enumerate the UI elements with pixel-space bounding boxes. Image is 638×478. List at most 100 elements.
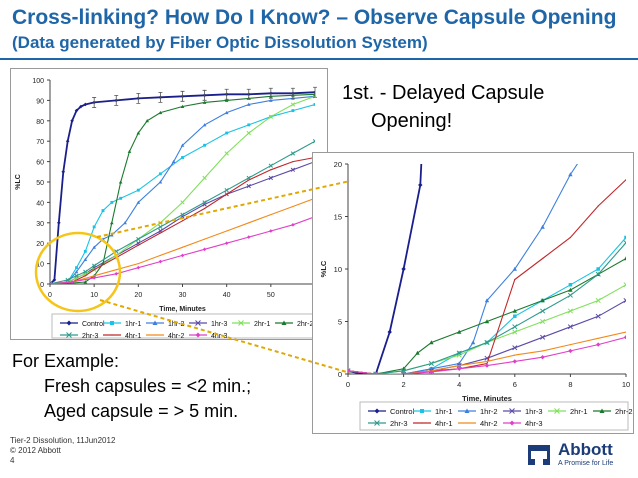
x-tick-label: 2 bbox=[402, 380, 406, 389]
legend: Control 1hr-1 1hr-2 1hr-3 2hr-1 2hr-2 2hr-3 4hr… bbox=[51, 313, 315, 340]
data-point bbox=[457, 366, 462, 371]
data-point bbox=[540, 224, 545, 229]
data-point bbox=[159, 254, 162, 257]
data-point bbox=[313, 90, 315, 95]
chart-frame bbox=[10, 68, 328, 340]
legend-label: Control bbox=[390, 407, 415, 416]
data-point bbox=[567, 324, 573, 330]
data-point bbox=[145, 119, 149, 123]
legend-item: 2hr-1 bbox=[548, 407, 588, 416]
logo-name: Abbott bbox=[558, 440, 613, 459]
legend-item: 2hr-3 bbox=[368, 419, 408, 428]
example-block: For Example: Fresh capsules = <2 min.; A… bbox=[12, 349, 251, 424]
legend-item: 2hr-2 bbox=[593, 407, 633, 416]
data-point bbox=[127, 149, 132, 153]
y-tick-label: 90 bbox=[36, 98, 44, 105]
error-bar bbox=[114, 95, 119, 106]
data-point bbox=[70, 119, 74, 123]
legend-marker bbox=[554, 408, 560, 414]
y-tick-label: 50 bbox=[36, 180, 44, 187]
control-error-bars bbox=[92, 86, 317, 108]
data-point bbox=[136, 188, 140, 192]
data-point bbox=[569, 236, 571, 239]
data-point bbox=[401, 266, 406, 272]
legend-marker bbox=[374, 420, 380, 426]
data-point bbox=[75, 266, 78, 270]
legend-label: 2hr-2 bbox=[297, 321, 313, 328]
data-point bbox=[202, 175, 207, 181]
legend-label: 1hr-3 bbox=[211, 321, 227, 328]
data-point bbox=[567, 292, 573, 298]
legend-item: Control bbox=[368, 407, 415, 416]
data-point bbox=[514, 354, 516, 356]
data-point bbox=[457, 329, 462, 334]
data-point bbox=[268, 175, 273, 181]
data-point bbox=[246, 130, 251, 136]
data-point bbox=[136, 131, 141, 135]
legend-item: 4hr-3 bbox=[503, 419, 543, 428]
x-tick-label: 30 bbox=[179, 292, 187, 299]
callout-line-1: 1st. - Delayed Capsule bbox=[342, 82, 545, 104]
data-point bbox=[595, 271, 601, 277]
example-line-2: Aged capsule = > 5 min. bbox=[44, 401, 239, 421]
data-point bbox=[401, 371, 406, 374]
y-tick-label: 70 bbox=[36, 139, 44, 146]
footer-line-1: Tier-2 Dissolution, 11Jun2012 bbox=[10, 436, 116, 445]
data-point bbox=[202, 247, 207, 252]
y-tick-label: 40 bbox=[36, 200, 44, 207]
data-point bbox=[568, 282, 573, 287]
data-point bbox=[84, 275, 86, 277]
data-point bbox=[101, 209, 105, 212]
data-point bbox=[292, 161, 294, 163]
data-point bbox=[512, 266, 517, 271]
data-point bbox=[159, 232, 162, 234]
error-bar bbox=[180, 90, 185, 102]
x-tick-label: 50 bbox=[267, 292, 275, 299]
data-point bbox=[568, 348, 573, 354]
legend-marker bbox=[509, 408, 515, 414]
error-bar bbox=[92, 97, 97, 108]
title-divider bbox=[0, 58, 638, 60]
data-point bbox=[512, 324, 518, 330]
data-point bbox=[248, 179, 250, 181]
series-line bbox=[348, 179, 626, 374]
data-point bbox=[387, 329, 392, 335]
data-point bbox=[401, 368, 407, 374]
legend-marker bbox=[464, 408, 470, 413]
data-point bbox=[57, 221, 61, 225]
legend-label: 1hr-2 bbox=[168, 321, 184, 328]
error-bar bbox=[246, 88, 251, 100]
data-point bbox=[484, 339, 490, 346]
data-point bbox=[181, 246, 184, 248]
data-point bbox=[268, 114, 273, 119]
y-axis-label: %LC bbox=[15, 174, 22, 190]
legend-item: 1hr-3 bbox=[503, 407, 543, 416]
error-bar bbox=[290, 87, 295, 99]
data-point bbox=[225, 131, 229, 135]
legend: Control 1hr-1 1hr-2 1hr-3 2hr-1 2hr-2 2hr-3 4hr… bbox=[359, 401, 633, 431]
data-point bbox=[623, 335, 626, 340]
data-point bbox=[512, 308, 517, 313]
series-line bbox=[50, 91, 315, 284]
data-point bbox=[486, 360, 488, 362]
data-point bbox=[270, 214, 272, 216]
data-point bbox=[513, 314, 517, 319]
x-tick-label: 20 bbox=[134, 292, 142, 299]
legend-label: 1hr-1 bbox=[435, 407, 453, 416]
series-4hr-3 bbox=[348, 335, 626, 374]
legend-box bbox=[359, 401, 629, 431]
data-point bbox=[270, 169, 272, 171]
y-tick-label: 80 bbox=[36, 119, 44, 126]
error-bar bbox=[268, 87, 273, 99]
y-tick-label: 0 bbox=[338, 370, 342, 379]
legend-label: 4hr-3 bbox=[211, 333, 227, 340]
legend-marker bbox=[154, 334, 156, 336]
legend-item: 2hr-3 bbox=[60, 332, 98, 340]
y-tick-label: 10 bbox=[334, 265, 342, 274]
data-point bbox=[484, 298, 490, 303]
legend-marker bbox=[509, 420, 515, 426]
x-tick-label: 0 bbox=[346, 380, 350, 389]
dissolution-chart-zoom: 0 5 10 15 20 0 2 4 6 8 10 Time, Minutes %LC Control 1h… bbox=[312, 152, 634, 434]
data-point bbox=[595, 297, 601, 304]
legend-marker bbox=[66, 332, 72, 338]
